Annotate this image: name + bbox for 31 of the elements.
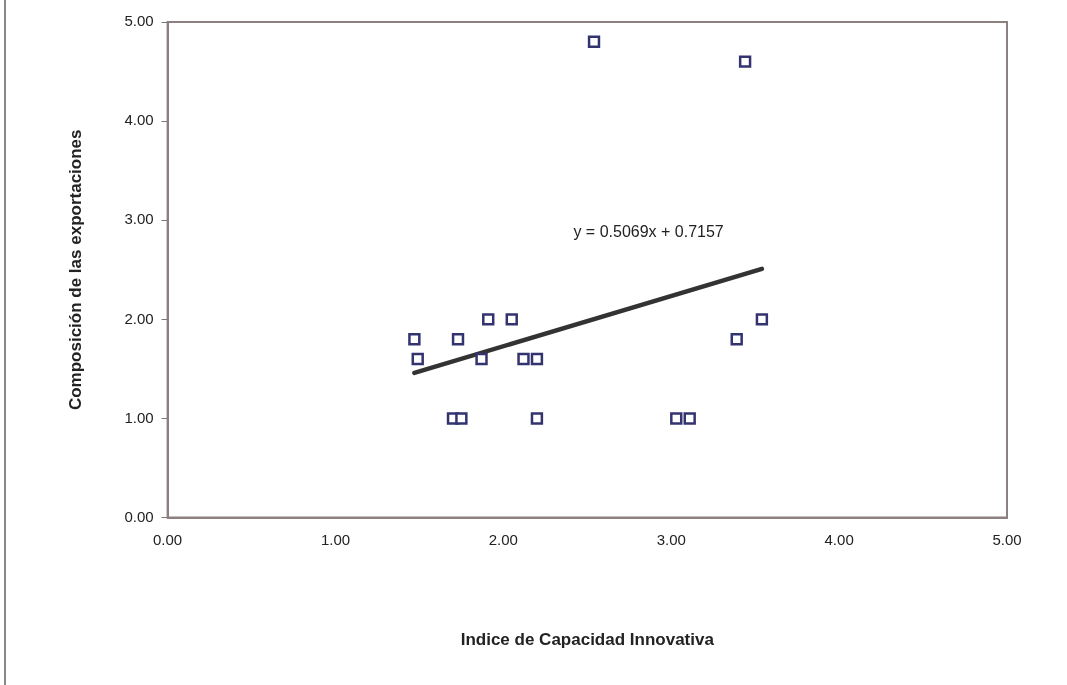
point	[587, 35, 601, 49]
point	[451, 332, 465, 346]
x-tick-label: 0.00	[152, 530, 183, 548]
x-axis-title: Indice de Capacidad Innovativa	[460, 630, 715, 650]
point	[670, 412, 683, 425]
y-tick-label: 1.00	[124, 408, 154, 426]
point	[475, 352, 488, 366]
point	[738, 55, 752, 68]
point	[411, 352, 424, 366]
point	[408, 332, 421, 346]
x-tick-label: 2.00	[488, 530, 518, 548]
x-tick-label: 3.00	[656, 530, 686, 548]
point	[455, 412, 468, 425]
point	[482, 313, 495, 326]
y-tick-label: 2.00	[124, 309, 154, 327]
x-tick-label: 5.00	[992, 530, 1022, 548]
x-tick-label: 4.00	[824, 530, 854, 548]
point	[683, 412, 696, 425]
point	[505, 313, 518, 326]
annotation: y = 0.5069x + 0.7157	[573, 223, 724, 241]
y-axis-title: Composición de las exportaciones	[65, 129, 85, 411]
point	[530, 412, 544, 425]
point	[530, 352, 544, 366]
x-tick-label: 1.00	[320, 530, 351, 548]
point	[517, 352, 530, 366]
y-tick-label: 4.00	[124, 111, 154, 129]
y-tick-label: 0.00	[124, 507, 154, 525]
point	[730, 332, 743, 346]
y-tick-label: 3.00	[124, 210, 154, 228]
y-tick-label: 5.00	[124, 12, 154, 30]
point	[755, 313, 769, 326]
